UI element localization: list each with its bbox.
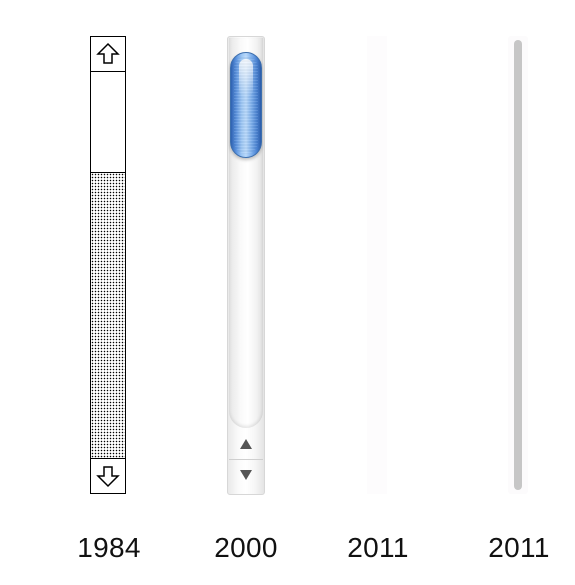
scroll-down-button-2000[interactable] xyxy=(229,460,263,490)
scrollbar-2011-overlay[interactable] xyxy=(508,36,528,494)
outline-down-arrow-icon xyxy=(96,466,120,488)
scrollbar-2011-hidden[interactable] xyxy=(367,36,387,494)
scrollbar-1984-thumb[interactable] xyxy=(91,71,125,173)
scrollbar-1984[interactable] xyxy=(90,36,126,494)
scrollbar-2011-thumb[interactable] xyxy=(514,40,522,490)
scroll-down-button-1984[interactable] xyxy=(91,458,125,493)
scrollbar-2000-thumb[interactable] xyxy=(230,52,262,158)
triangle-down-icon xyxy=(240,470,252,480)
scrollbar-2000[interactable] xyxy=(227,36,265,495)
year-label-2000: 2000 xyxy=(214,532,278,563)
outline-up-arrow-icon xyxy=(96,42,120,64)
year-label-2011-hidden: 2011 xyxy=(347,532,409,563)
year-label-1984: 1984 xyxy=(77,532,141,563)
scroll-up-button-2000[interactable] xyxy=(229,429,263,460)
triangle-up-icon xyxy=(240,439,252,449)
scroll-up-button-1984[interactable] xyxy=(91,37,125,72)
year-label-2011-overlay: 2011 xyxy=(488,532,550,563)
